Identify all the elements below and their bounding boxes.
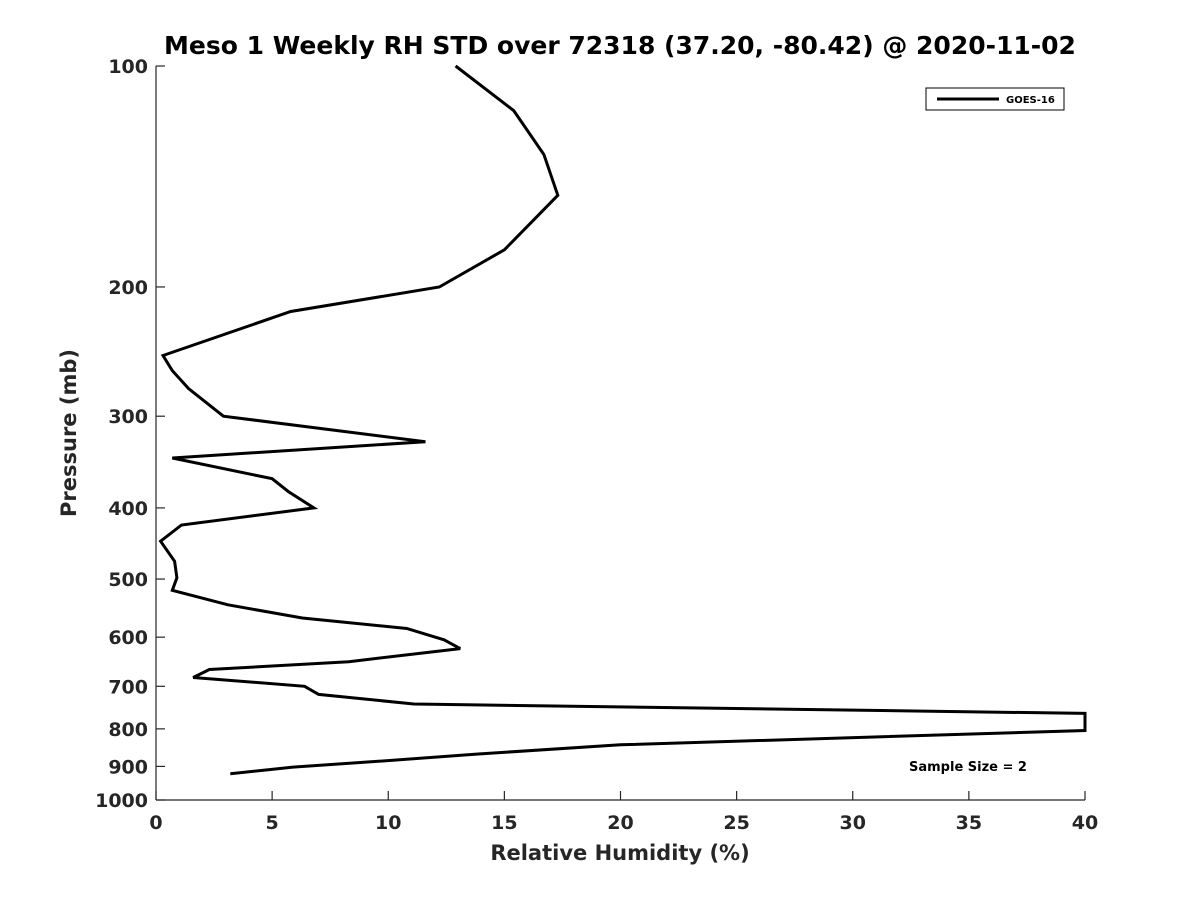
y-tick-label: 700 — [108, 676, 148, 698]
chart-title: Meso 1 Weekly RH STD over 72318 (37.20, … — [164, 31, 1076, 60]
legend-label-goes-16: GOES-16 — [1006, 95, 1055, 106]
x-ticks: 0 5 10 15 20 25 30 35 40 — [149, 791, 1098, 834]
x-axis-label: Relative Humidity (%) — [490, 841, 749, 865]
x-tick-label: 30 — [840, 812, 866, 834]
y-tick-label: 1000 — [95, 790, 148, 812]
y-tick-label: 500 — [108, 569, 148, 591]
y-axis-label: Pressure (mb) — [57, 349, 81, 517]
y-tick-label: 900 — [108, 756, 148, 778]
y-tick-label: 300 — [108, 406, 148, 428]
x-tick-label: 15 — [491, 812, 517, 834]
x-tick-label: 40 — [1072, 812, 1098, 834]
y-tick-label: 400 — [108, 498, 148, 520]
y-tick-label: 800 — [108, 719, 148, 741]
legend: GOES-16 — [925, 87, 1065, 111]
x-tick-label: 10 — [375, 812, 401, 834]
y-ticks: 100 200 300 400 500 600 700 800 900 1000 — [95, 56, 165, 812]
x-tick-label: 35 — [956, 812, 982, 834]
x-tick-label: 5 — [266, 812, 279, 834]
x-tick-label: 0 — [149, 812, 162, 834]
series-line-goes-16 — [158, 64, 1087, 776]
y-tick-label: 200 — [108, 277, 148, 299]
sample-size-annotation: Sample Size = 2 — [909, 760, 1027, 775]
axes — [155, 66, 1085, 801]
x-tick-label: 20 — [607, 812, 633, 834]
y-tick-label: 600 — [108, 627, 148, 649]
series-group — [158, 64, 1087, 776]
x-tick-label: 25 — [723, 812, 749, 834]
y-tick-label: 100 — [108, 56, 148, 78]
